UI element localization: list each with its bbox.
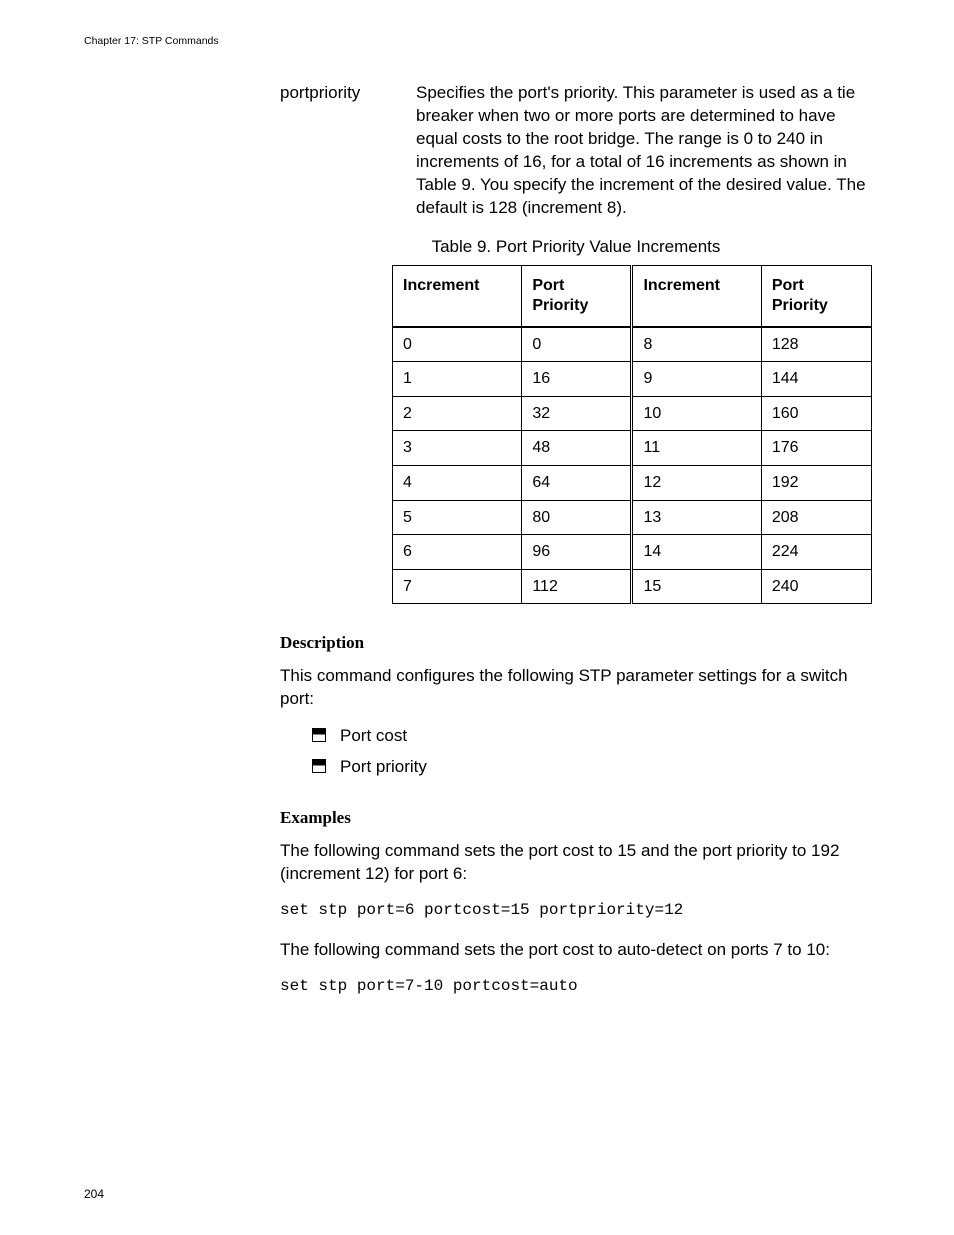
parameter-checklist: Port cost Port priority	[280, 725, 872, 779]
cell: 13	[632, 500, 761, 535]
port-priority-table-wrap: Increment Port Priority Increment Port P…	[392, 265, 872, 605]
cell: 8	[632, 327, 761, 362]
table-caption: Table 9. Port Priority Value Increments	[280, 236, 872, 259]
table-row: 5 80 13 208	[393, 500, 872, 535]
cell: 6	[393, 535, 522, 570]
examples-heading: Examples	[280, 807, 872, 830]
cell: 0	[522, 327, 632, 362]
parameter-name: portpriority	[280, 82, 416, 105]
list-item: Port cost	[312, 725, 872, 748]
table-row: 0 0 8 128	[393, 327, 872, 362]
table-row: 1 16 9 144	[393, 362, 872, 397]
cell: 208	[761, 500, 871, 535]
chapter-header: Chapter 17: STP Commands	[84, 34, 219, 48]
cell: 3	[393, 431, 522, 466]
cell: 32	[522, 396, 632, 431]
cell: 15	[632, 569, 761, 604]
description-heading: Description	[280, 632, 872, 655]
cell: 112	[522, 569, 632, 604]
port-priority-table: Increment Port Priority Increment Port P…	[392, 265, 872, 605]
description-body: This command configures the following ST…	[280, 665, 872, 711]
col-increment-b: Increment	[632, 265, 761, 327]
cell: 2	[393, 396, 522, 431]
page-number: 204	[84, 1186, 104, 1202]
parameter-description: Specifies the port's priority. This para…	[416, 82, 872, 220]
example2-code: set stp port=7-10 portcost=auto	[280, 976, 872, 998]
cell: 176	[761, 431, 871, 466]
list-item: Port priority	[312, 756, 872, 779]
cell: 144	[761, 362, 871, 397]
cell: 80	[522, 500, 632, 535]
cell: 160	[761, 396, 871, 431]
cell: 10	[632, 396, 761, 431]
cell: 224	[761, 535, 871, 570]
cell: 240	[761, 569, 871, 604]
cell: 96	[522, 535, 632, 570]
checkbox-icon	[312, 759, 326, 773]
cell: 128	[761, 327, 871, 362]
example1-code: set stp port=6 portcost=15 portpriority=…	[280, 900, 872, 922]
cell: 14	[632, 535, 761, 570]
col-port-priority-b: Port Priority	[761, 265, 871, 327]
table-row: 3 48 11 176	[393, 431, 872, 466]
cell: 12	[632, 465, 761, 500]
cell: 64	[522, 465, 632, 500]
table-row: 7 112 15 240	[393, 569, 872, 604]
example1-intro: The following command sets the port cost…	[280, 840, 872, 886]
table-row: 6 96 14 224	[393, 535, 872, 570]
page-content: portpriority Specifies the port's priori…	[280, 82, 872, 1016]
cell: 5	[393, 500, 522, 535]
cell: 48	[522, 431, 632, 466]
table-row: 2 32 10 160	[393, 396, 872, 431]
example2-intro: The following command sets the port cost…	[280, 939, 872, 962]
checkbox-icon	[312, 728, 326, 742]
cell: 192	[761, 465, 871, 500]
parameter-block: portpriority Specifies the port's priori…	[280, 82, 872, 220]
col-port-priority-a: Port Priority	[522, 265, 632, 327]
table-header-row: Increment Port Priority Increment Port P…	[393, 265, 872, 327]
cell: 1	[393, 362, 522, 397]
cell: 9	[632, 362, 761, 397]
table-row: 4 64 12 192	[393, 465, 872, 500]
list-item-label: Port cost	[340, 726, 407, 745]
col-increment-a: Increment	[393, 265, 522, 327]
cell: 7	[393, 569, 522, 604]
cell: 16	[522, 362, 632, 397]
cell: 0	[393, 327, 522, 362]
cell: 4	[393, 465, 522, 500]
cell: 11	[632, 431, 761, 466]
list-item-label: Port priority	[340, 757, 427, 776]
